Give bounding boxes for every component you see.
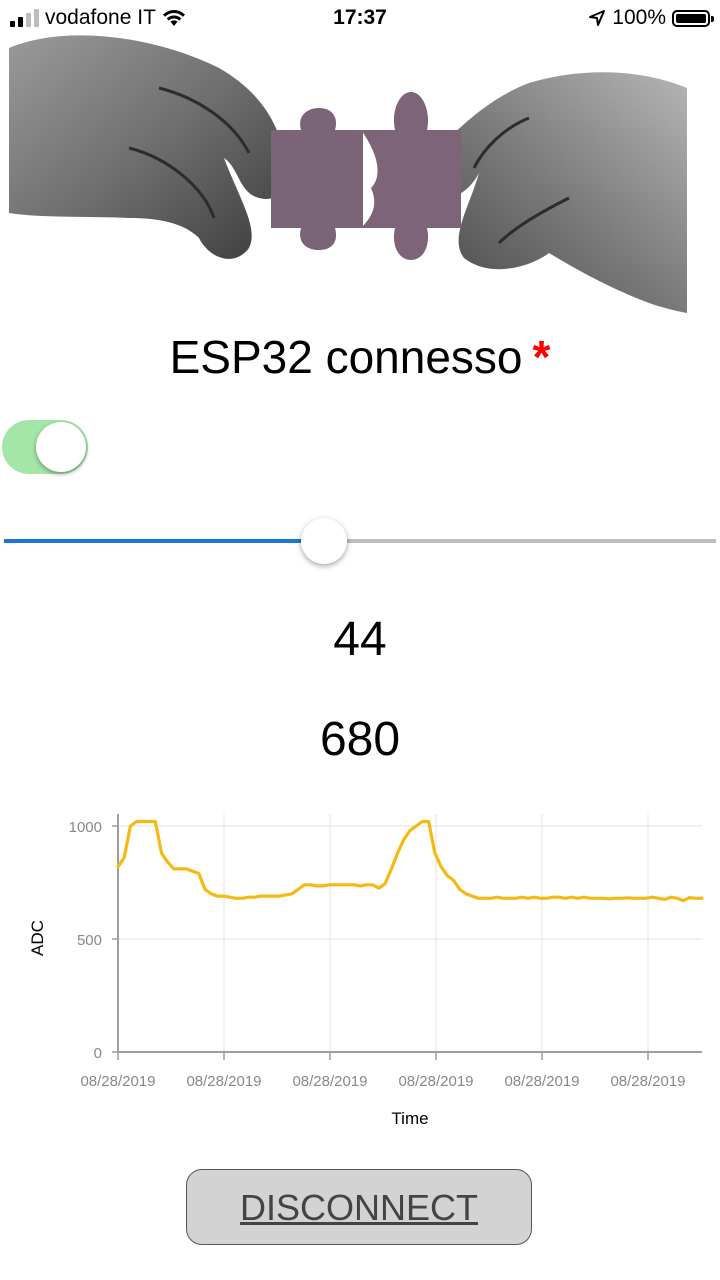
value-slider[interactable] [4,518,716,564]
x-tick-label: 08/28/2019 [504,1073,579,1090]
adc-series-line [116,819,704,903]
status-right-group: 100% [588,6,714,30]
slider-track-filled [4,539,325,543]
adc-value-readout: 680 [319,713,401,766]
y-tick-label: 1000 [69,819,102,836]
signal-icon [10,9,39,27]
connection-indicator-asterisk: * [532,331,551,383]
slider-thumb[interactable] [301,518,348,564]
disconnect-button[interactable]: DISCONNECT [186,1169,532,1245]
x-tick-label: 08/28/2019 [186,1073,261,1090]
connection-status-text: ESP32 connesso [169,331,523,383]
battery-percent: 100% [612,6,666,29]
location-arrow-icon [589,10,606,26]
x-tick-label: 08/28/2019 [398,1073,473,1090]
slider-track-empty [324,539,716,543]
clock: 17:37 [333,6,387,29]
y-tick-label: 0 [94,1045,102,1062]
x-tick-label: 08/28/2019 [292,1073,367,1090]
status-bar: vodafone IT 17:37 100% [0,0,720,36]
toggle-knob[interactable] [36,422,86,472]
output-toggle-switch[interactable] [2,420,88,474]
connection-title: ESP32 connesso * [0,330,720,384]
carrier-group: vodafone IT [10,6,186,30]
y-axis-label: ADC [28,920,47,956]
wifi-icon [162,10,185,26]
hands-puzzle-illustration [9,35,687,314]
slider-value-readout: 44 [333,613,387,666]
x-tick-label: 08/28/2019 [80,1073,155,1090]
y-tick-label: 500 [77,932,102,949]
x-tick-label: 08/28/2019 [610,1073,685,1090]
hero-image [9,28,687,318]
adc-chart: 0 500 1000 08/28/2019 08/28/2019 08/28/2019 08… [0,790,720,1140]
adc-line-chart: 0 500 1000 08/28/2019 08/28/2019 08/28/2019 08… [28,814,704,1128]
carrier-label: vodafone IT [45,6,156,29]
battery-icon [672,9,714,27]
x-axis-label: Time [391,1109,428,1128]
